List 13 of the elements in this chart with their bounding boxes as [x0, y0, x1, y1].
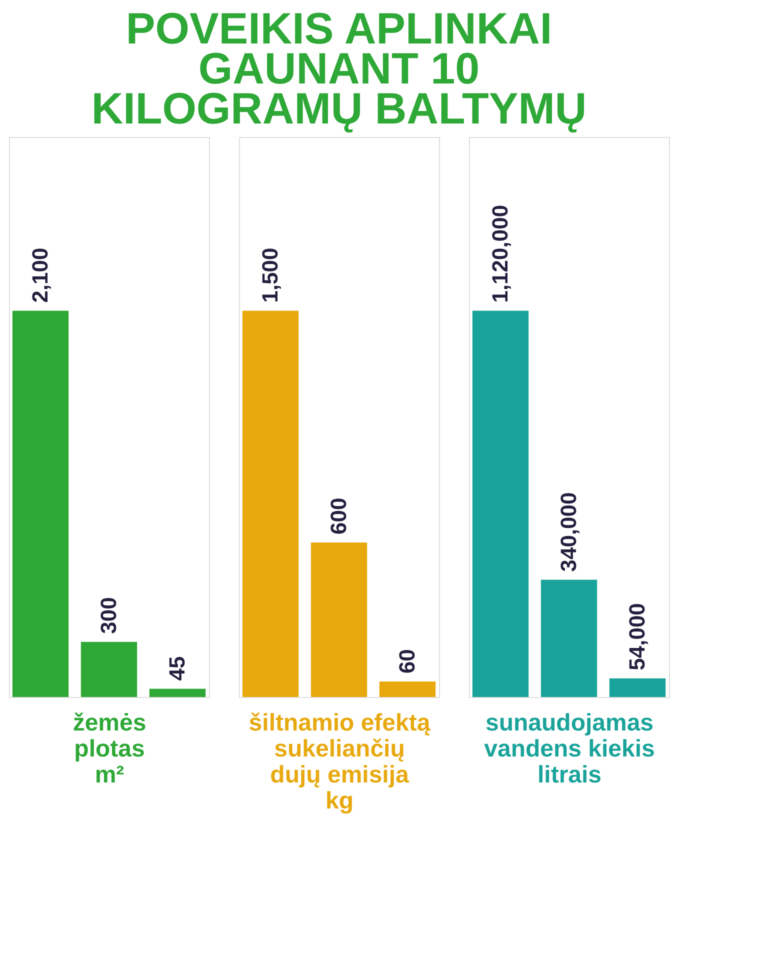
data-label: 1,120,000: [488, 204, 513, 303]
x-axis-title: sunaudojamas vandens kiekis litrais: [484, 710, 655, 788]
data-label: 2,100: [28, 248, 53, 303]
data-label: 600: [326, 498, 351, 535]
text: POVEIKIS APLINKAI GAUNANT 10 KILOGRAMŲ BALTYMŲ: [91, 4, 587, 134]
data-label: 54,000: [624, 603, 650, 670]
x-axis-title: šiltnamio efektą sukeliančių dujų emisija kg: [248, 710, 431, 814]
data-label: 45: [164, 656, 190, 681]
data-label: 1,500: [258, 248, 283, 303]
data-label: 60: [394, 649, 420, 674]
x-axis-title: žemės plotas m²: [72, 710, 146, 788]
data-label: 340,000: [556, 492, 581, 572]
data-label: 300: [96, 597, 121, 634]
